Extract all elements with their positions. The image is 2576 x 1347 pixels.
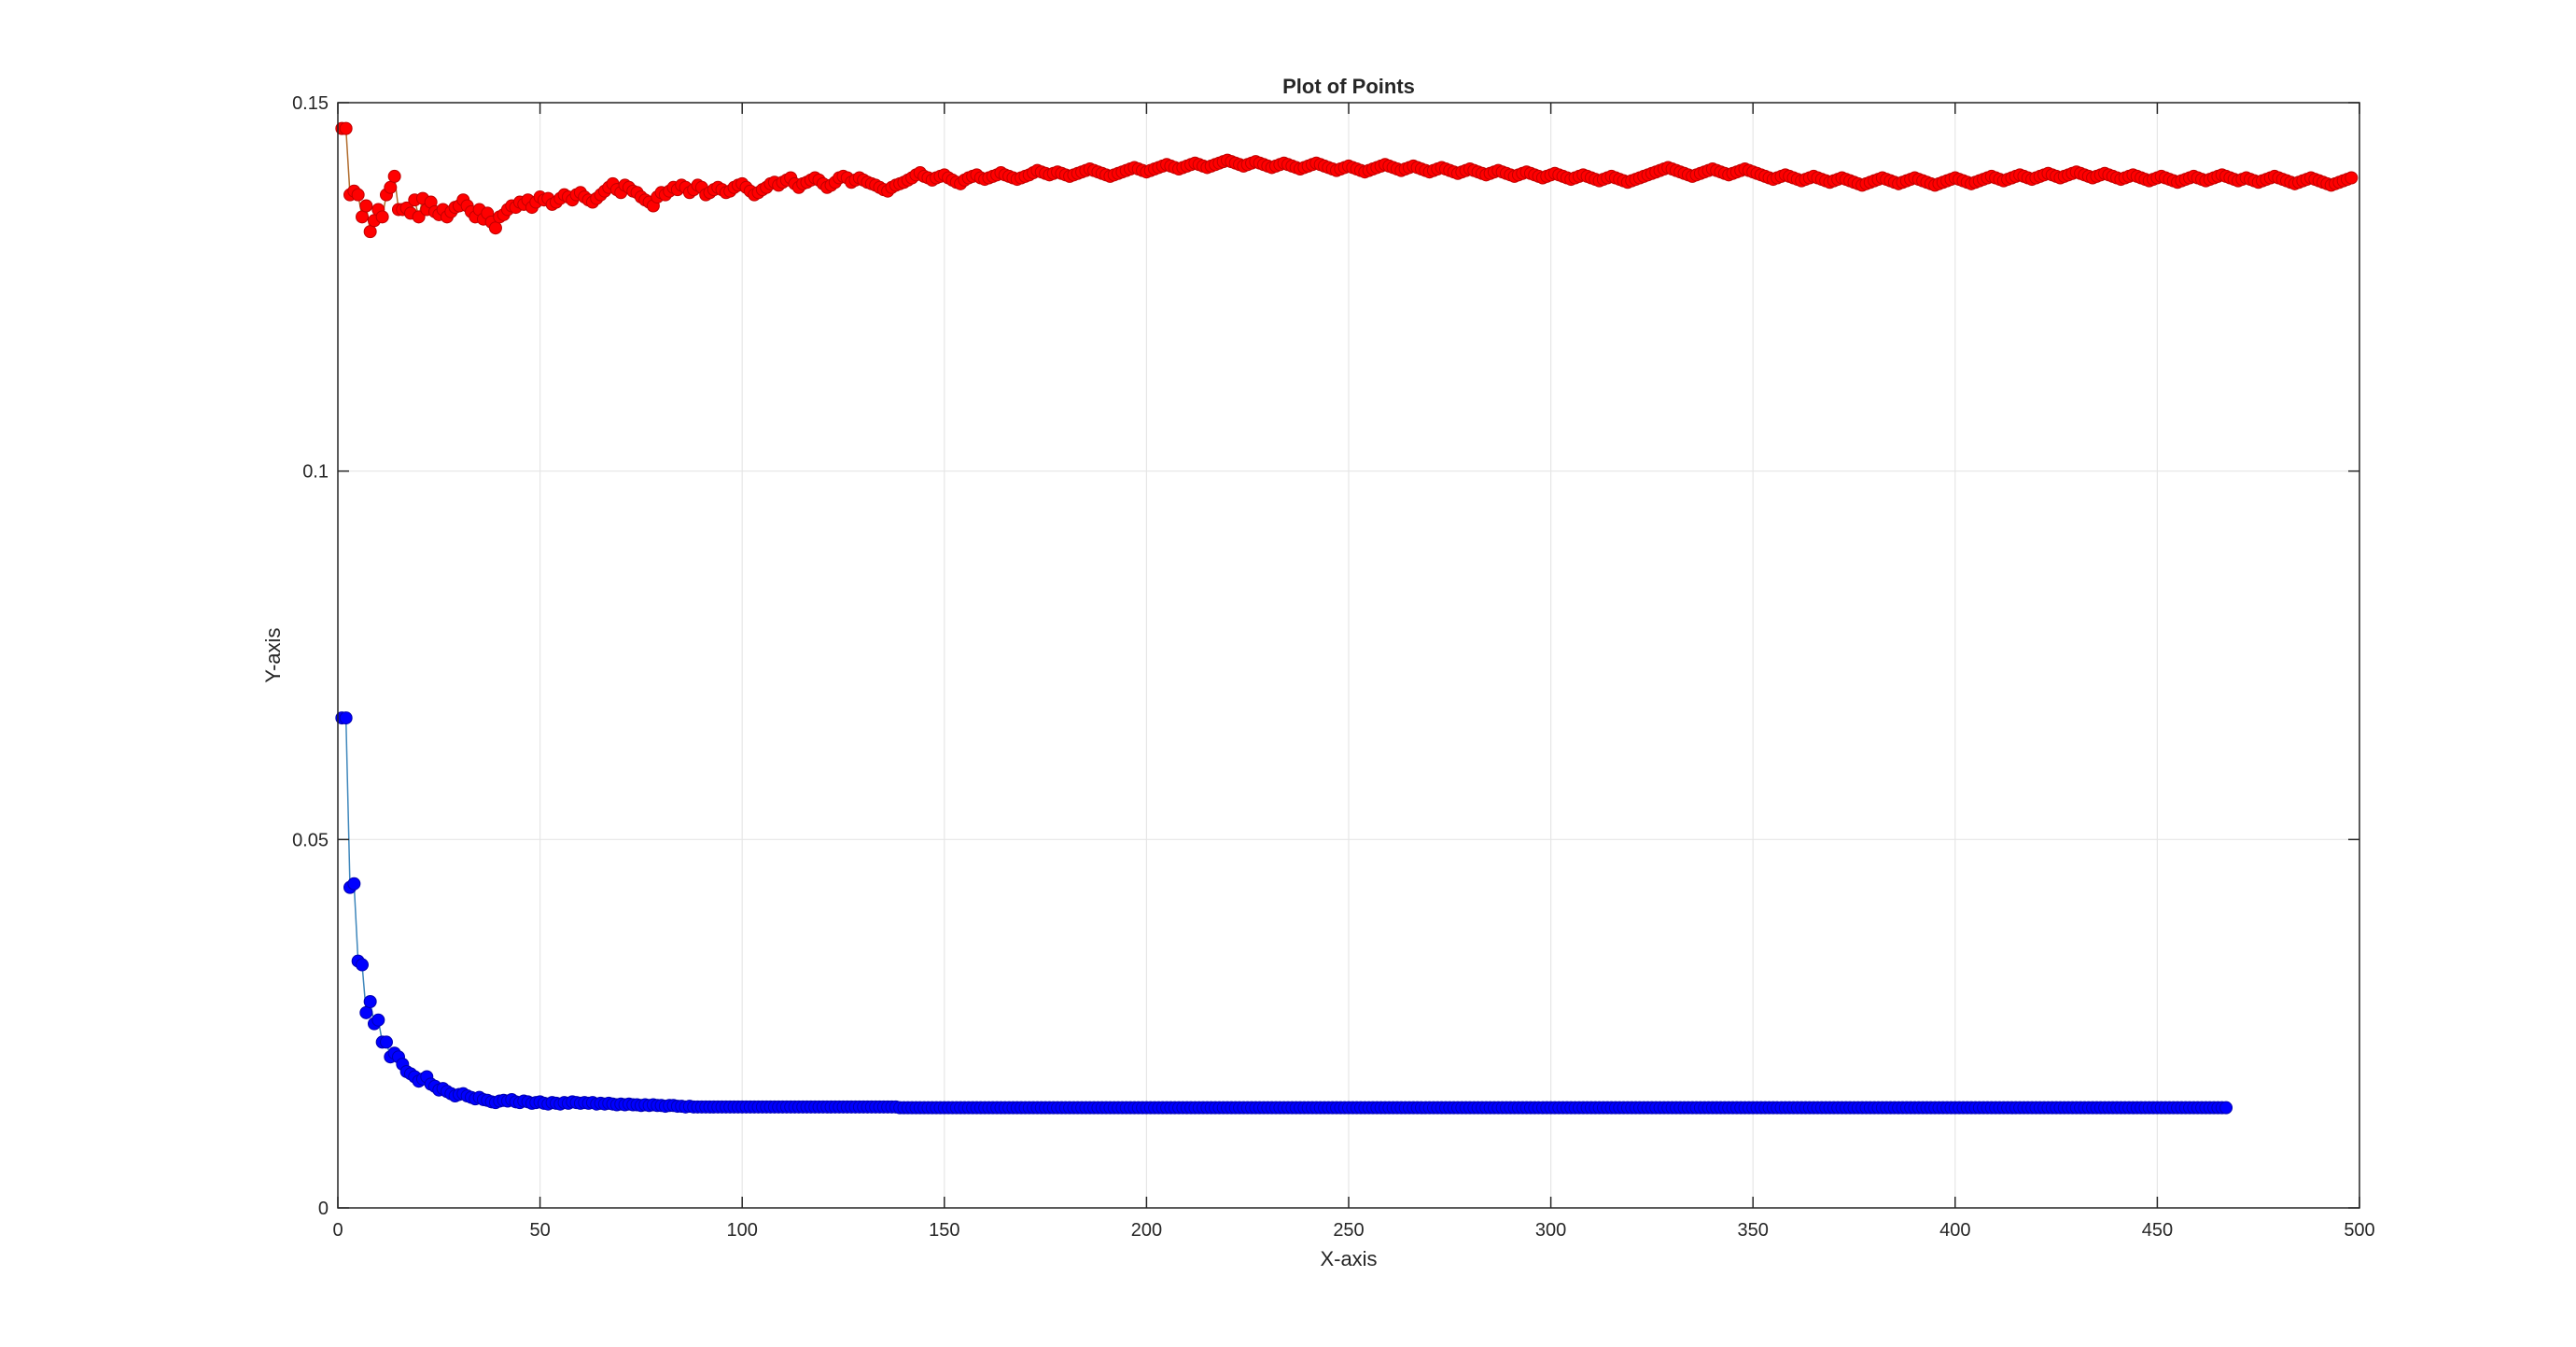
y-tick-label: 0.05 (292, 830, 329, 850)
data-point (339, 711, 353, 725)
data-point (347, 877, 361, 891)
data-point (488, 221, 502, 235)
x-tick-label: 300 (1535, 1220, 1566, 1241)
series-2 (335, 711, 2233, 1115)
ticks: 0 50 100 150 200 250 300 350 400 450 500 0 0.05 0.1 0.… (292, 93, 2375, 1241)
data-point (371, 1013, 385, 1027)
x-tick-label: 0 (332, 1220, 343, 1241)
y-axis-label: Y-axis (261, 627, 285, 682)
chart-title: Plot of Points (1282, 75, 1415, 98)
x-tick-label: 200 (1131, 1220, 1162, 1241)
data-point (355, 958, 369, 972)
data-point (2345, 171, 2359, 185)
x-axis-label: X-axis (1320, 1247, 1377, 1270)
series-1 (335, 121, 2359, 239)
y-tick-label: 0 (318, 1199, 329, 1219)
data-point (339, 121, 353, 135)
x-tick-label: 350 (1738, 1220, 1769, 1241)
x-tick-label: 450 (2142, 1220, 2173, 1241)
x-tick-label: 500 (2344, 1220, 2374, 1241)
y-tick-label: 0.1 (302, 462, 329, 483)
data-point (363, 225, 377, 239)
data-point (375, 210, 389, 224)
x-tick-label: 100 (727, 1220, 758, 1241)
data-point (387, 169, 401, 183)
x-tick-label: 400 (1939, 1220, 1970, 1241)
data-point (355, 210, 369, 224)
x-tick-label: 250 (1333, 1220, 1364, 1241)
data-point (359, 199, 373, 213)
data-point (384, 180, 398, 194)
y-tick-label: 0.15 (292, 93, 329, 114)
data-point (2219, 1101, 2233, 1115)
data-point (363, 994, 377, 1008)
data-point (359, 1005, 373, 1019)
data-point (412, 210, 426, 224)
data-point (351, 188, 365, 202)
x-tick-label: 150 (929, 1220, 959, 1241)
x-tick-label: 50 (529, 1220, 550, 1241)
series-layer (335, 121, 2359, 1115)
data-point (379, 1035, 393, 1049)
